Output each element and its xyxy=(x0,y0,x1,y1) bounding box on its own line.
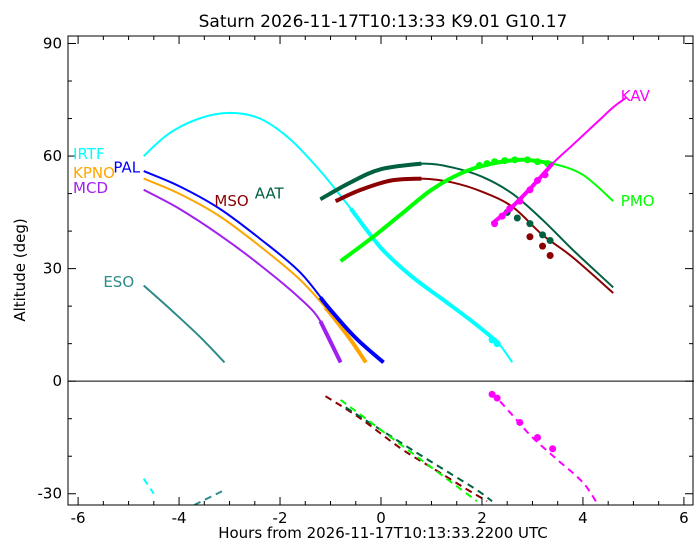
series-point-irtf xyxy=(488,336,496,344)
series-dashed-line-aat xyxy=(345,406,493,503)
series-point-pmo xyxy=(483,160,491,168)
series-point-mso xyxy=(526,233,534,241)
series-line-eso xyxy=(143,284,226,364)
series-thick-segment-mcd xyxy=(318,320,343,364)
series-point-kav xyxy=(516,418,524,426)
series-point-aat xyxy=(513,214,521,222)
plot-area xyxy=(142,97,627,505)
series-point-pmo xyxy=(491,158,499,166)
y-tick-label: 90 xyxy=(43,35,62,53)
x-tick-label: -2 xyxy=(273,509,288,527)
x-tick-label: 2 xyxy=(477,509,487,527)
series-thick-segment-kpno xyxy=(323,306,368,364)
series-label-mcd: MCD xyxy=(73,179,108,197)
series-label-pmo: PMO xyxy=(621,192,655,210)
series-point-pmo xyxy=(534,158,541,166)
series-point-pmo xyxy=(501,157,509,165)
series-point-aat xyxy=(539,231,547,239)
series-label-aat: AAT xyxy=(255,185,285,203)
y-axis-title: Altitude (deg) xyxy=(11,218,29,321)
series-label-kav: KAV xyxy=(621,87,651,105)
series-dashed-line-eso xyxy=(193,489,225,505)
series-line-irtf xyxy=(143,111,514,364)
series-point-kav xyxy=(493,394,501,402)
series-point-pmo xyxy=(523,156,531,164)
series-label-kpno: KPNO xyxy=(73,164,115,182)
y-tick-label: 30 xyxy=(43,260,62,278)
series-dashed-line-pmo xyxy=(339,399,478,502)
series-label-pal: PAL xyxy=(113,158,140,176)
series-point-aat xyxy=(526,220,534,228)
series-point-kav xyxy=(526,186,534,194)
series-thick-segment-aat xyxy=(319,161,422,201)
series-dashed-line-irtf xyxy=(142,478,155,495)
x-tick-label: 6 xyxy=(679,509,689,527)
series-thick-segment-irtf xyxy=(349,207,499,344)
chart-title: Saturn 2026-11-17T10:13:33 K9.01 G10.17 xyxy=(199,12,568,32)
series-point-kav xyxy=(498,212,506,220)
series-label-mso: MSO xyxy=(214,192,248,210)
series-point-kav xyxy=(541,171,549,179)
series-label-irtf: IRTF xyxy=(73,145,105,163)
x-tick-label: 0 xyxy=(376,509,386,527)
series-thick-segment-mso xyxy=(334,176,422,203)
series-line-kpno xyxy=(143,177,367,363)
y-tick-label: 0 xyxy=(52,372,62,390)
series-label-eso: ESO xyxy=(103,273,134,291)
series-point-kav xyxy=(516,197,524,205)
series-point-irtf xyxy=(493,340,501,348)
series-point-kav xyxy=(488,390,496,398)
series-dashed-line-mso xyxy=(324,395,488,503)
x-tick-label: -4 xyxy=(172,509,187,527)
series-point-mso xyxy=(539,242,547,250)
y-tick-label: -30 xyxy=(38,485,63,503)
series-point-kav xyxy=(534,433,541,441)
series-line-mcd xyxy=(143,188,342,363)
series-thick-segment-pmo xyxy=(339,157,553,263)
x-axis-title: Hours from 2026-11-17T10:13:33.2200 UTC xyxy=(218,524,548,542)
series-dashed-line-kav xyxy=(491,391,599,505)
series-point-mso xyxy=(546,251,554,259)
y-tick-label: 60 xyxy=(43,147,62,165)
series-point-kav xyxy=(506,205,514,213)
series-point-kav xyxy=(549,445,557,453)
x-tick-label: -6 xyxy=(71,509,86,527)
series-point-kav xyxy=(491,220,499,228)
x-tick-label: 4 xyxy=(578,509,588,527)
series-point-pmo xyxy=(511,156,519,164)
series-point-kav xyxy=(534,176,541,184)
series-thick-segment-pal xyxy=(318,296,385,364)
plot-frame xyxy=(67,35,694,506)
series-point-pmo xyxy=(475,161,483,169)
series-point-aat xyxy=(546,236,554,244)
